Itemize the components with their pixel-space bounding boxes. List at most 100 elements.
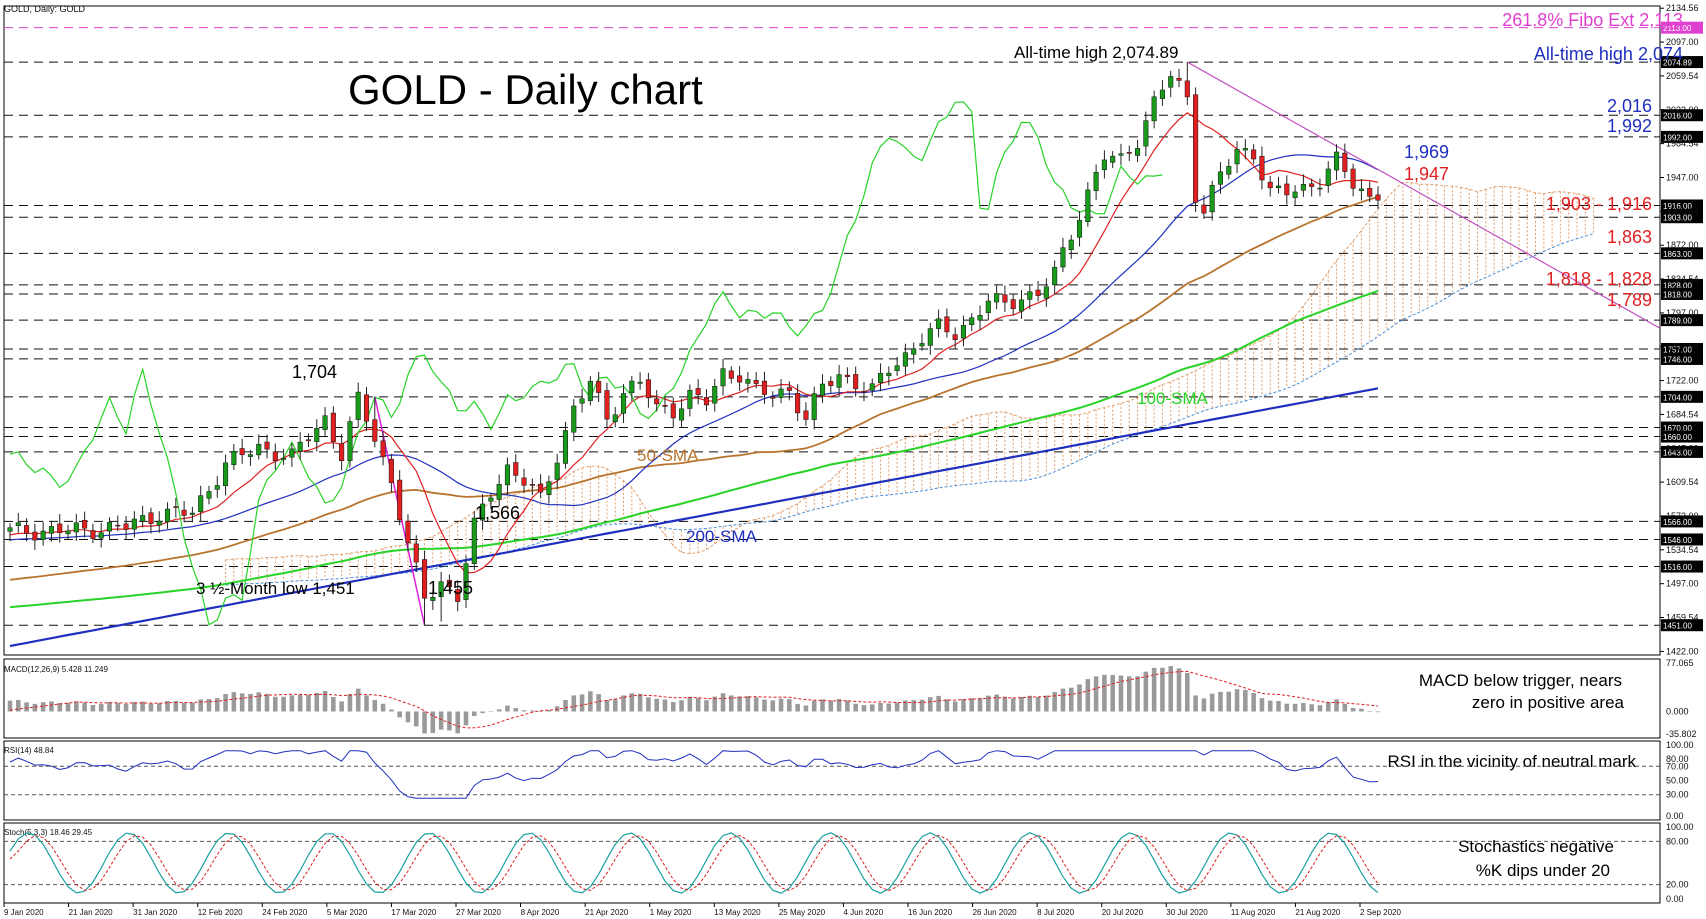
candle-body-126 (1052, 266, 1058, 286)
candle-body-136 (1135, 148, 1141, 156)
candle-body-161 (1342, 152, 1348, 172)
candle-body-9 (82, 519, 88, 529)
candle-body-73 (612, 414, 618, 423)
sma200-label: 200-SMA (686, 527, 758, 546)
candle-body-18 (156, 520, 162, 526)
candle-body-1 (15, 522, 21, 526)
descending-trendline (1187, 61, 1661, 329)
level-tag-text-5: 1903.00 (1663, 214, 1692, 223)
candle-body-84 (703, 397, 709, 406)
candlesticks (7, 62, 1381, 626)
level-tag-text-11: 1746.00 (1663, 355, 1692, 364)
candle-body-25 (214, 485, 220, 490)
stochastic-pane: Stoch(5,3,3) 18.46 29.45 Stochastics neg… (3, 822, 1694, 904)
stoch-note-1: Stochastics negative (1458, 837, 1614, 856)
candle-body-97 (811, 393, 817, 420)
level-1969-label: 1,969 (1404, 142, 1449, 162)
rsi-tick-1: 80.00 (1666, 754, 1689, 764)
date-label-1: 21 Jan 2020 (69, 908, 114, 917)
date-label-11: 13 May 2020 (714, 908, 761, 917)
candle-body-158 (1317, 187, 1323, 190)
price-tick-6: 1909.54 (1666, 206, 1699, 216)
candle-body-140 (1168, 76, 1174, 88)
candle-body-152 (1267, 181, 1273, 189)
rsi-tick-3: 50.00 (1666, 776, 1689, 786)
candle-body-112 (936, 318, 942, 329)
candle-body-148 (1234, 149, 1240, 165)
level-tag-text-10: 1757.00 (1663, 346, 1692, 355)
level-tag-11 (1661, 352, 1703, 365)
level-tag-12 (1661, 390, 1703, 403)
candle-body-40 (339, 443, 345, 461)
chart-header: GOLD, Daily: GOLD (4, 4, 86, 14)
candle-body-43 (363, 394, 370, 422)
candle-body-143 (1193, 94, 1199, 203)
candle-body-86 (720, 368, 726, 387)
macd-tick-2: -35.802 (1666, 729, 1697, 739)
price-tick-8: 1834.54 (1666, 274, 1699, 284)
macd-pane: MACD(12,26,9) 5.428 11.249 MACD below tr… (3, 658, 1697, 739)
candle-body-61 (513, 462, 519, 476)
candle-body-159 (1325, 168, 1331, 186)
candle-body-8 (73, 522, 79, 533)
candle-body-44 (372, 419, 378, 442)
senkou-span-b (225, 233, 1594, 586)
candle-body-34 (289, 448, 295, 458)
candle-body-62 (521, 477, 527, 486)
candle-body-75 (629, 380, 635, 393)
candle-body-81 (679, 408, 685, 421)
level-tag-text-18: 1516.00 (1663, 563, 1692, 572)
candle-body-63 (529, 484, 535, 486)
candle-body-15 (131, 518, 137, 530)
stoch-tick-0: 100.00 (1666, 822, 1694, 832)
sma100-line (9, 289, 1379, 609)
candle-body-93 (778, 388, 784, 398)
candle-body-82 (687, 389, 693, 409)
rsi-pane: RSI(14) 48.84 RSI in the vicinity of neu… (3, 740, 1694, 821)
price-tick-9: 1797.00 (1666, 308, 1699, 318)
candle-body-99 (828, 381, 834, 386)
candle-body-153 (1275, 185, 1282, 188)
candle-body-101 (844, 374, 850, 377)
price-tick-4: 1984.54 (1666, 139, 1699, 149)
candle-body-24 (206, 491, 212, 499)
date-label-19: 11 Aug 2020 (1231, 908, 1276, 917)
candle-body-141 (1176, 77, 1182, 81)
level-1455-label: 1,455 (428, 578, 473, 598)
candle-body-76 (637, 381, 643, 384)
candle-body-59 (496, 484, 502, 500)
candle-body-87 (728, 370, 734, 379)
date-label-2: 31 Jan 2020 (133, 908, 178, 917)
candle-body-118 (985, 300, 991, 313)
level-tag-15 (1661, 445, 1703, 458)
level-tag-text-12: 1704.00 (1663, 393, 1692, 402)
candle-body-55 (463, 563, 469, 600)
level-tag-text-14: 1660.00 (1663, 433, 1692, 442)
candle-body-16 (140, 515, 146, 522)
candle-body-142 (1184, 80, 1190, 98)
date-label-5: 5 Mar 2020 (327, 908, 368, 917)
candle-body-68 (571, 405, 577, 433)
price-pane (3, 5, 1661, 656)
level-tag-4 (1661, 199, 1703, 212)
level-tag-17 (1661, 533, 1703, 546)
candle-body-35 (297, 441, 303, 452)
candle-body-92 (770, 396, 776, 399)
candle-body-72 (604, 390, 610, 420)
macd-tick-1: 0.000 (1666, 706, 1689, 716)
candle-body-46 (388, 458, 394, 483)
price-tick-1: 2097.00 (1666, 37, 1699, 47)
level-tag-3 (1661, 130, 1703, 143)
level-1704-label: 1,704 (292, 362, 337, 382)
macd-frame (3, 658, 1661, 739)
candle-body-14 (123, 523, 129, 530)
date-label-7: 27 Mar 2020 (456, 908, 501, 917)
candle-body-31 (264, 441, 270, 450)
price-tick-13: 1647.00 (1666, 443, 1699, 453)
stoch-tick-2: 20.00 (1666, 880, 1689, 890)
chikou-line (9, 101, 1163, 626)
sma50-line (9, 196, 1379, 581)
price-tick-7: 1872.00 (1666, 240, 1699, 250)
price-tick-10: 1759.54 (1666, 342, 1699, 352)
candle-body-102 (853, 374, 859, 390)
